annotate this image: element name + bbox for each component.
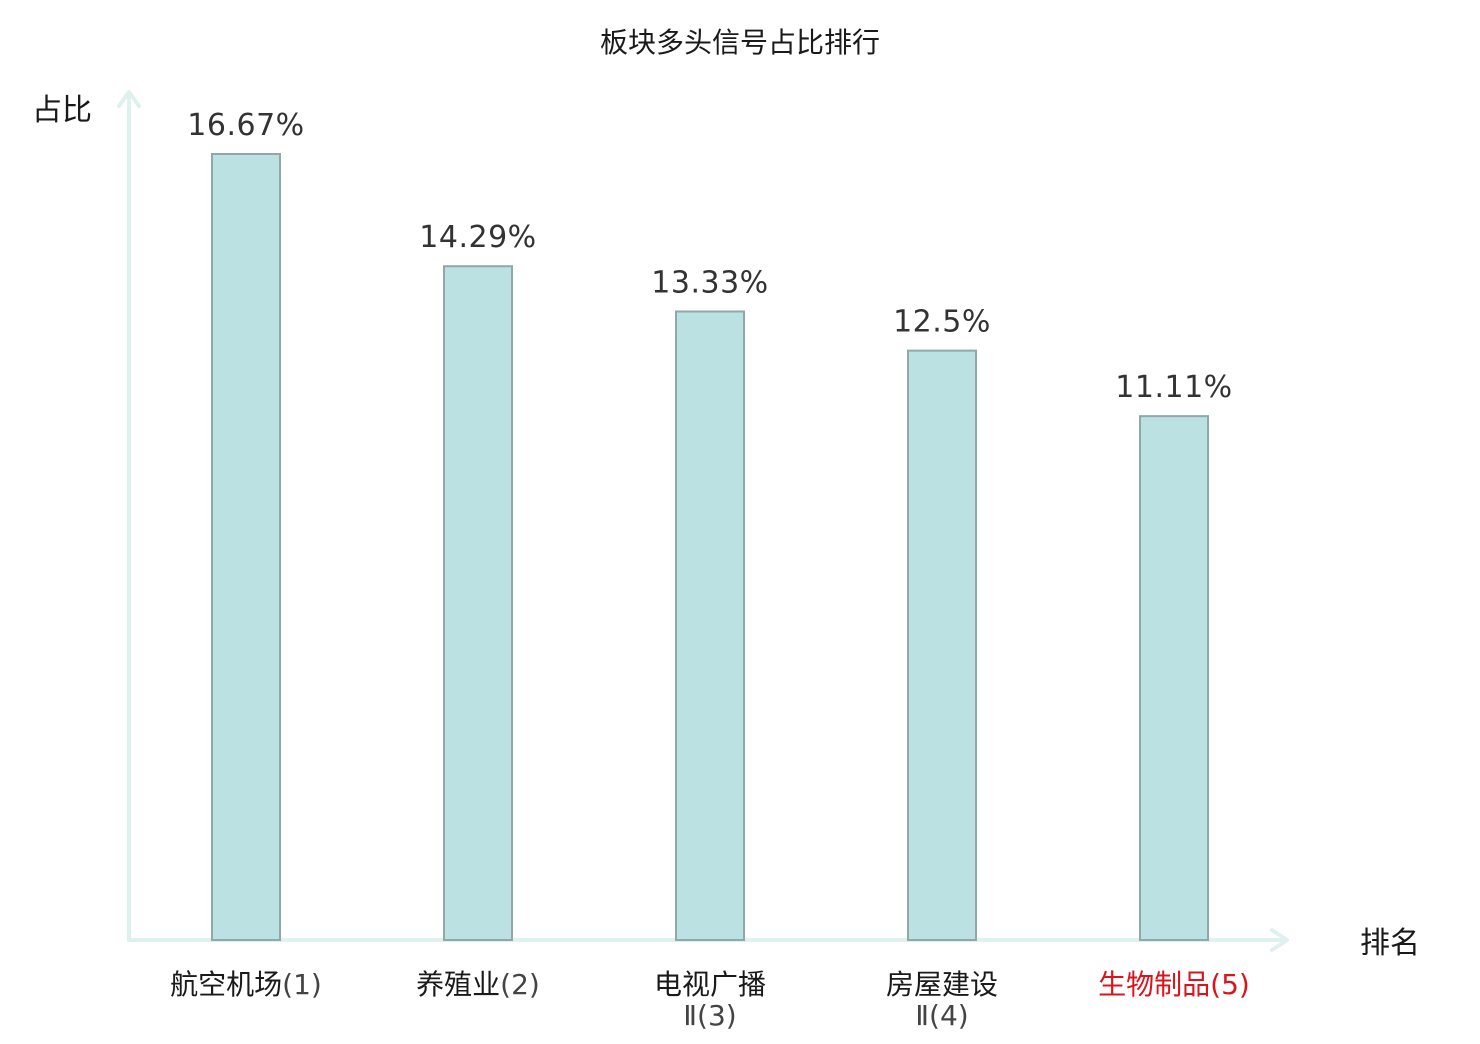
value-label: 13.33%	[651, 265, 768, 300]
svg-text:养殖业(2): 养殖业(2)	[416, 968, 540, 1001]
svg-text:航空机场(1): 航空机场(1)	[170, 968, 322, 1001]
value-label: 12.5%	[893, 305, 991, 340]
x-tick-label: 生物制品(5)	[1098, 968, 1250, 1001]
category-rank: (1)	[282, 968, 322, 1001]
category-subname: Ⅱ	[683, 999, 697, 1032]
svg-text:房屋建设: 房屋建设	[886, 968, 998, 1001]
svg-text:Ⅱ(3): Ⅱ(3)	[683, 999, 736, 1032]
chart-title: 板块多头信号占比排行	[600, 26, 880, 59]
x-axis-arrow	[1270, 928, 1289, 952]
x-axis-label: 排名	[1360, 926, 1420, 961]
category-subname: Ⅱ	[915, 999, 929, 1032]
svg-text:电视广播: 电视广播	[654, 968, 766, 1001]
bar	[211, 153, 281, 941]
category-rank: (5)	[1210, 968, 1250, 1001]
bar	[443, 265, 513, 941]
bars-group	[211, 153, 1209, 942]
value-label: 14.29%	[419, 220, 536, 255]
bar	[907, 349, 977, 942]
value-label: 11.11%	[1115, 370, 1232, 405]
category-name: 航空机场	[170, 968, 282, 1001]
svg-text:生物制品(5): 生物制品(5)	[1098, 968, 1250, 1001]
category-name: 电视广播	[654, 968, 766, 1001]
svg-text:Ⅱ(4): Ⅱ(4)	[915, 999, 968, 1032]
x-tick-label: 航空机场(1)	[170, 968, 322, 1001]
category-name: 生物制品	[1098, 968, 1210, 1001]
category-rank: (3)	[697, 999, 737, 1032]
x-tick-label: 养殖业(2)	[416, 968, 540, 1001]
bar	[675, 310, 745, 941]
value-label: 16.67%	[187, 108, 304, 143]
category-name: 房屋建设	[886, 968, 998, 1001]
bar	[1139, 415, 1209, 941]
category-rank: (2)	[500, 968, 540, 1001]
category-name: 养殖业	[416, 968, 500, 1001]
y-axis-arrow	[117, 90, 141, 108]
value-labels-group: 16.67% 14.29% 13.33% 12.5% 11.11%	[187, 108, 1232, 405]
y-axis-label: 占比	[32, 93, 92, 128]
category-rank: (4)	[929, 999, 969, 1032]
